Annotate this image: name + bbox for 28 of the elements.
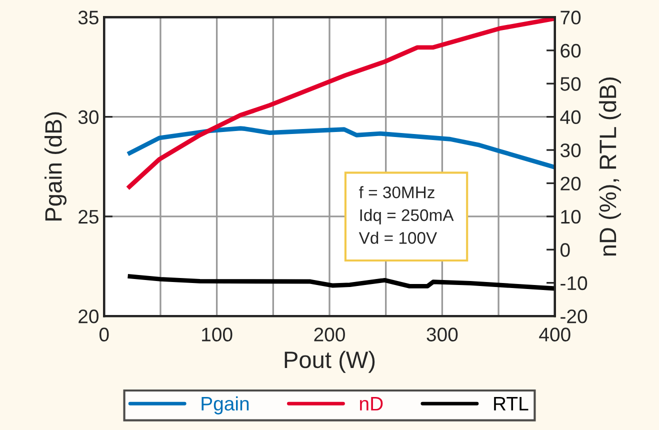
legend-label: RTL [494,397,528,410]
x-tick-label: 300 [426,328,458,342]
legend-label: nD [360,397,383,410]
y-tick-label: 35 [78,10,98,24]
y2-tick-label: 0 [560,243,570,257]
y-tick-label: 20 [78,310,98,324]
y2-tick-label: 60 [560,44,581,58]
line-series [126,274,555,291]
y2-tick-label: 10 [561,210,581,224]
x-tick-label: 100 [202,328,232,342]
x-tick-label: 200 [314,328,345,342]
y2-tick-label: 30 [560,143,581,158]
legend-label: Pgain [202,396,249,414]
y2-tick-label: -10 [560,276,588,290]
annotation: f = 30MHz Idq = 250mA Vd = 100V [358,186,454,244]
y2-tick-label: -20 [560,310,588,324]
y-axis-title: Pgain (dB) [44,112,67,220]
y2-tick-label: 50 [560,77,581,91]
y2-tick-label: 40 [560,110,581,124]
y-tick-label: 30 [78,110,98,124]
line-series [126,126,555,170]
y2-tick-label: 20 [560,176,581,190]
y-tick-label: 25 [78,210,98,224]
y2-axis-title: nD (%), RTL (dB) [598,78,621,256]
x-tick-label: 400 [539,328,570,342]
y2-tick-label: 70 [560,10,581,24]
x-axis-title: Pout (W) [284,350,375,373]
x-tick-label: 0 [99,328,109,342]
